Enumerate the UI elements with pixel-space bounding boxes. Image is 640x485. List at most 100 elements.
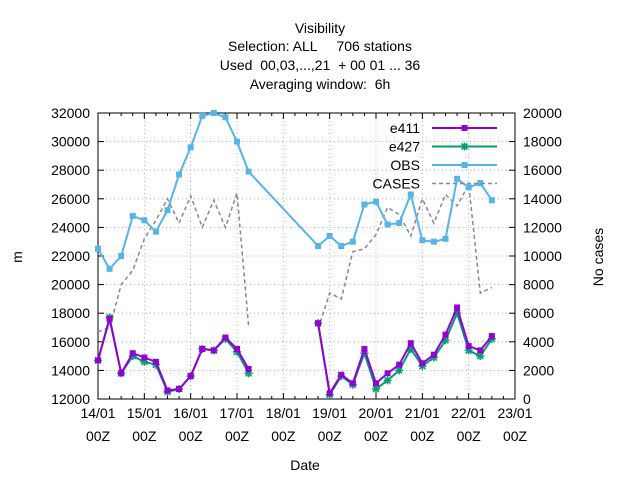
subtitle-used: Used 00,03,...,21 + 00 01 ... 36 [220, 57, 421, 73]
data-point [383, 376, 392, 385]
data-point [488, 333, 495, 340]
data-point [372, 384, 380, 393]
chart-title: Visibility Selection: ALL 706 stations U… [220, 20, 421, 92]
y2-tick-label: 14000 [523, 191, 562, 207]
y-tick-label: 22000 [51, 248, 90, 264]
data-point [373, 198, 379, 205]
data-point [326, 390, 333, 397]
data-point [245, 168, 252, 175]
data-point [210, 347, 217, 354]
y-axis-label: m [9, 251, 25, 263]
data-point [129, 212, 136, 219]
x-tick-label: 20/01 [358, 405, 393, 421]
legend-label: e427 [389, 139, 420, 155]
data-point [454, 304, 461, 311]
x-axis-label: Date [290, 457, 320, 473]
data-point [118, 370, 125, 377]
data-point [396, 361, 403, 368]
y-tick-label: 26000 [51, 191, 90, 207]
data-point [384, 370, 391, 377]
y2-tick-label: 8000 [523, 277, 554, 293]
data-point [315, 242, 322, 249]
x-tick-label: 00Z [318, 428, 343, 444]
x-tick-label: 00Z [132, 428, 157, 444]
data-point [419, 237, 426, 244]
data-point [488, 197, 495, 204]
data-point [461, 125, 468, 131]
data-point [477, 180, 484, 187]
data-point [407, 191, 414, 198]
data-point [476, 352, 485, 361]
data-point [442, 331, 449, 338]
y2-tick-label: 4000 [523, 334, 554, 350]
x-tick-label: 00Z [364, 428, 389, 444]
data-point [465, 343, 472, 350]
data-point [199, 112, 206, 119]
data-point [338, 371, 345, 378]
x-tick-label: 15/01 [127, 405, 162, 421]
y-tick-label: 28000 [51, 162, 90, 178]
x-tick-label: 00Z [86, 428, 111, 444]
data-point [442, 235, 449, 242]
x-tick-label: 00Z [179, 428, 204, 444]
data-point [315, 320, 322, 327]
y-tick-label: 14000 [51, 362, 90, 378]
x-tick-label: 22/01 [451, 405, 486, 421]
data-point [141, 217, 148, 224]
grid [98, 113, 515, 399]
series-e411 [95, 304, 495, 397]
y2-tick-label: 20000 [523, 105, 562, 121]
data-point [454, 175, 461, 182]
series-layer [94, 110, 496, 399]
subtitle-averaging: Averaging window: 6h [250, 76, 391, 92]
data-point [164, 207, 171, 214]
y2-tick-label: 6000 [523, 305, 554, 321]
data-point [477, 347, 484, 354]
data-point [187, 144, 194, 151]
series-line [97, 192, 250, 333]
data-point [396, 220, 403, 227]
y-tick-label: 20000 [51, 277, 90, 293]
x-tick-label: 16/01 [173, 405, 208, 421]
data-point [460, 142, 469, 151]
data-point [210, 110, 217, 116]
x-tick-label: 19/01 [312, 405, 347, 421]
y-tick-label: 30000 [51, 134, 90, 150]
data-point [118, 253, 125, 259]
data-point [222, 334, 229, 341]
data-point [338, 242, 345, 249]
title-line: Visibility [295, 20, 345, 36]
data-point [465, 184, 472, 191]
data-point [361, 201, 368, 208]
x-tick-label: 18/01 [266, 405, 301, 421]
legend: e411 e427 OBS CASES [373, 120, 497, 192]
data-point [361, 345, 368, 352]
data-point [176, 171, 183, 178]
data-point [106, 265, 113, 272]
x-tick-label: 21/01 [405, 405, 440, 421]
data-point [222, 114, 229, 121]
data-point [395, 366, 404, 375]
data-point [384, 221, 391, 228]
data-point [419, 360, 426, 367]
data-point [176, 385, 183, 392]
axes: 14/01 00Z 15/01 00Z 16/01 00Z 17/01 00Z 18/01 00Z… [51, 105, 562, 444]
data-point [234, 138, 240, 145]
series-line [97, 317, 250, 394]
y2-tick-label: 2000 [523, 362, 554, 378]
y2-tick-label: 12000 [523, 219, 562, 235]
data-point [164, 387, 171, 394]
data-point [349, 238, 356, 245]
data-point [129, 350, 136, 357]
y2-tick-label: 18000 [523, 134, 562, 150]
x-tick-label: 00Z [503, 428, 528, 444]
data-point [461, 162, 468, 168]
y-tick-label: 12000 [51, 391, 90, 407]
x-tick-label: 00Z [225, 428, 250, 444]
series-line [317, 182, 493, 330]
data-point [430, 238, 437, 245]
x-tick-label: 00Z [410, 428, 435, 444]
series-obs [95, 110, 495, 272]
